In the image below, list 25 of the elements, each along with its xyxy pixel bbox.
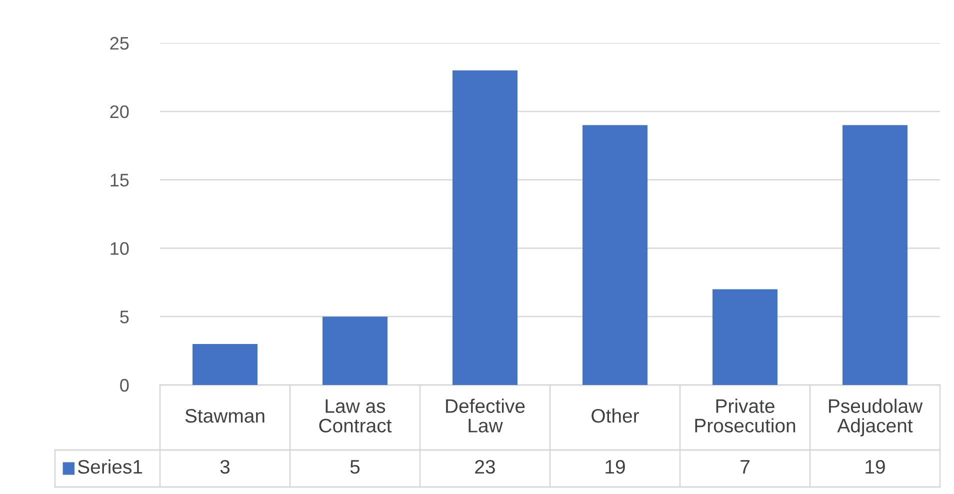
y-tick-label: 15 (110, 174, 129, 187)
bar (322, 316, 388, 385)
data-label: 3 (220, 460, 230, 474)
y-tick-label: 20 (110, 105, 129, 118)
y-tick-label: 5 (120, 310, 129, 324)
x-tick-label: Pseudolaw Adjacent (829, 398, 923, 436)
y-tick-label: 25 (110, 36, 129, 50)
bar (452, 70, 518, 385)
legend-label: Series1 (78, 459, 142, 474)
data-label: 19 (866, 460, 885, 474)
data-label: 5 (350, 460, 360, 474)
x-tick-label: Stawman (185, 408, 264, 423)
y-tick-label: 10 (110, 242, 129, 255)
bar (712, 289, 778, 385)
bar (842, 125, 908, 385)
x-tick-label: Other (592, 408, 639, 423)
y-tick-label: 0 (120, 378, 129, 392)
data-label: 7 (740, 460, 750, 474)
bar (192, 344, 258, 385)
data-label: 23 (475, 460, 495, 474)
x-tick-label: Defective Law (446, 398, 525, 432)
x-tick-label: Private Prosecution (695, 398, 796, 432)
data-label: 19 (606, 460, 625, 474)
x-tick-label: Law as Contract (319, 399, 392, 432)
bar (582, 125, 648, 385)
